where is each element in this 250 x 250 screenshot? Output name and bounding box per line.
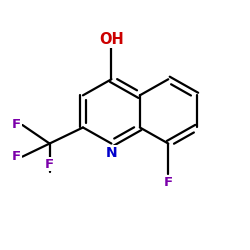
Text: F: F bbox=[164, 176, 173, 189]
Text: N: N bbox=[106, 146, 117, 160]
Text: F: F bbox=[12, 150, 21, 163]
Text: F: F bbox=[45, 158, 54, 171]
Text: OH: OH bbox=[99, 32, 124, 47]
Text: F: F bbox=[12, 118, 21, 132]
